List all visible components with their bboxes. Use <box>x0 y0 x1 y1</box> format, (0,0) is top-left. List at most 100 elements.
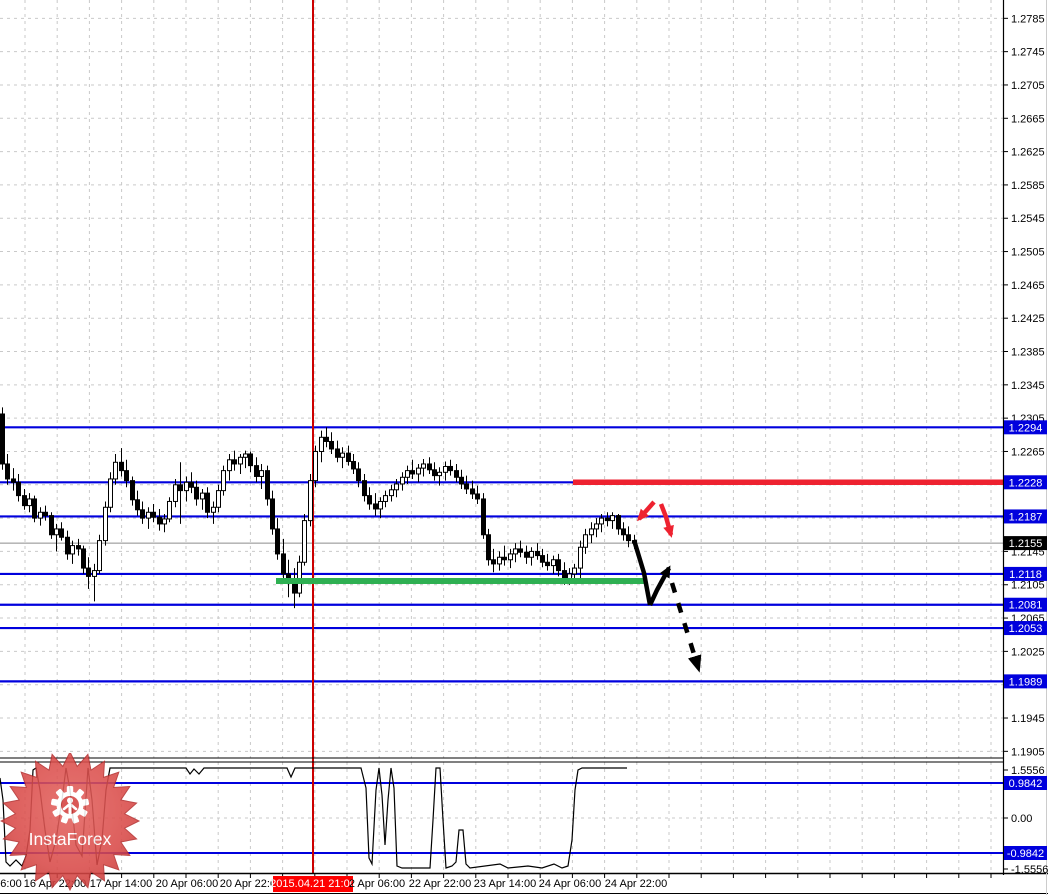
candle-body <box>146 511 151 519</box>
highlighted-time-label: 2015.04.21 21:00 <box>270 878 356 890</box>
candle-body <box>135 499 140 511</box>
candle-body <box>427 463 432 471</box>
candle-body <box>248 453 253 467</box>
candle-body <box>497 556 502 565</box>
price-badge-label: 1.2155 <box>1009 538 1043 550</box>
price-tick-label: 1.2105 <box>1011 580 1045 592</box>
candle-body <box>173 484 178 502</box>
candle-body <box>464 483 469 490</box>
black-arrow-dashed-projection[interactable] <box>669 582 702 673</box>
candle-body <box>491 559 496 565</box>
grid-lines <box>0 0 1003 878</box>
price-tick-label: 1.2385 <box>1011 347 1045 359</box>
candle-body <box>421 463 426 469</box>
candle-body <box>481 498 486 536</box>
price-tick-label: 1.2425 <box>1011 313 1045 325</box>
candle-body <box>162 518 167 525</box>
candle-body <box>103 506 108 542</box>
logo-text: InstaForex <box>29 829 112 849</box>
price-badges: 1.2294 1.2228 1.2187 1.2155 1.2118 1.2081 1.20… <box>1004 420 1047 860</box>
price-tick-label: 1.2345 <box>1011 380 1045 392</box>
price-badge <box>1004 776 1047 790</box>
candle-body <box>454 470 459 478</box>
candle-body <box>383 495 388 502</box>
candle-body <box>32 498 37 519</box>
indicator-tick-label: -1.5556 <box>1011 864 1048 876</box>
price-badge-label: 0.9842 <box>1009 778 1043 790</box>
candle-body <box>475 493 480 500</box>
candle-body <box>113 461 118 480</box>
candle-body <box>49 515 54 536</box>
candle-body <box>308 480 313 522</box>
candle-body <box>130 480 135 501</box>
candle-body <box>211 506 216 513</box>
candle-body <box>362 480 367 497</box>
candle-body <box>432 469 437 477</box>
candle-body <box>0 413 5 465</box>
candle-body <box>583 534 588 548</box>
candle-body <box>270 498 275 530</box>
candle-body <box>389 489 394 497</box>
candle-body <box>524 551 529 558</box>
candle-body <box>97 540 102 572</box>
candle-body <box>227 459 232 472</box>
candle-body <box>356 468 361 482</box>
indicator-tick-label: 0.00 <box>1011 813 1032 825</box>
candle-body <box>81 548 86 569</box>
price-badge-label: 1.2081 <box>1009 600 1043 612</box>
price-tick-label: 1.2665 <box>1011 113 1045 125</box>
price-badge <box>1004 846 1047 860</box>
red-arrow-down[interactable] <box>658 503 674 538</box>
candle-body <box>319 436 324 452</box>
candle-body <box>508 553 513 561</box>
candle-body <box>335 448 340 458</box>
candle-body <box>194 486 199 500</box>
price-tick-label: 1.1905 <box>1011 746 1045 758</box>
candle-body <box>86 567 91 577</box>
candle-body <box>216 490 221 508</box>
black-arrow-up[interactable] <box>647 565 671 606</box>
candle-body <box>486 534 491 561</box>
candle-body <box>562 570 567 580</box>
candle-body <box>378 500 383 510</box>
price-badge-label: 1.1989 <box>1009 676 1043 688</box>
candle-body <box>92 570 97 577</box>
candle-body <box>545 561 550 567</box>
candle-body <box>572 567 577 575</box>
price-badge <box>1004 420 1047 435</box>
price-badge <box>1004 566 1047 581</box>
candle-body <box>346 452 351 462</box>
candle-body <box>589 528 594 536</box>
candle-body <box>610 515 615 522</box>
candle-body <box>459 476 464 485</box>
candle-body <box>448 465 453 472</box>
price-tick-label: 1.2745 <box>1011 47 1045 59</box>
candle-body <box>540 555 545 563</box>
price-tick-label: 1.2625 <box>1011 147 1045 159</box>
price-tick-label: 1.2705 <box>1011 80 1045 92</box>
candle-body <box>529 550 534 558</box>
candle-body <box>11 478 16 483</box>
candle-body <box>54 528 59 536</box>
red-arrow-down-left[interactable] <box>637 500 656 522</box>
candle-body <box>518 548 523 553</box>
candle-body <box>410 470 415 475</box>
price-axis: 1.2785 1.2745 1.2705 1.2665 1.2625 1.2585 1.25… <box>1003 13 1048 876</box>
candle-body <box>43 511 48 517</box>
candle-body <box>626 534 631 542</box>
price-badge <box>1004 621 1047 636</box>
black-decline-line[interactable] <box>631 539 653 606</box>
candle-body <box>297 561 302 594</box>
time-label: 24 Apr 22:00 <box>605 878 667 890</box>
price-badge-label: 1.2294 <box>1009 422 1043 434</box>
candle-body <box>38 511 43 519</box>
candle-body <box>157 516 162 525</box>
price-tick-label: 1.2505 <box>1011 247 1045 259</box>
candle-body <box>189 481 194 488</box>
starburst-shape <box>0 753 141 892</box>
price-badge-label: 1.2228 <box>1009 477 1043 489</box>
price-tick-label: 1.2025 <box>1011 646 1045 658</box>
